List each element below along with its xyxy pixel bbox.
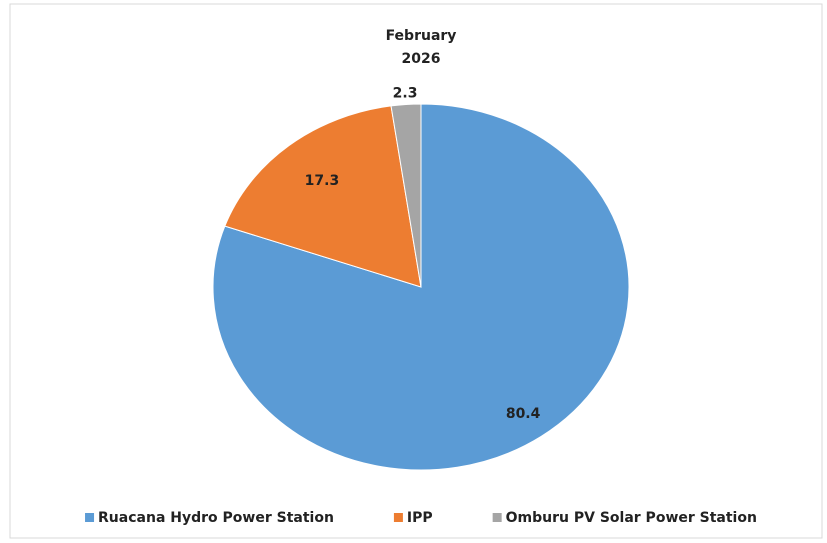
data-label: 17.3: [305, 173, 340, 189]
legend-label: IPP: [407, 510, 433, 526]
pie-slice: [224, 105, 422, 288]
legend-swatch: [492, 513, 502, 522]
legend-label: Omburu PV Solar Power Station: [506, 510, 757, 526]
data-label: 2.3: [393, 86, 418, 102]
legend-swatch: [393, 513, 403, 522]
pie-slice: [212, 103, 630, 471]
chart-title: 2026: [402, 51, 441, 67]
chart-title: February: [386, 28, 457, 44]
data-label: 80.4: [506, 406, 541, 422]
pie-slice: [390, 103, 422, 288]
legend-label: Ruacana Hydro Power Station: [98, 510, 334, 526]
legend-swatch: [85, 513, 95, 522]
